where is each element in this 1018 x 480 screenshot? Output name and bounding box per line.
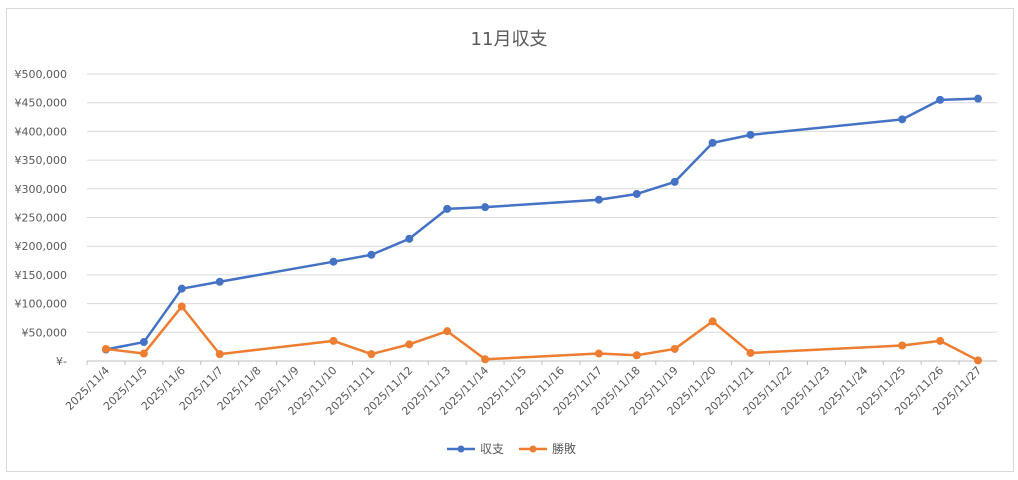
data-point — [329, 257, 338, 266]
data-point — [898, 341, 907, 350]
legend-item-2: 勝敗 — [519, 441, 576, 456]
data-point — [443, 327, 452, 336]
data-point — [936, 95, 945, 104]
data-point — [974, 356, 983, 365]
y-tick-label: ¥300,000 — [15, 183, 68, 196]
y-tick-label: ¥350,000 — [15, 154, 68, 167]
data-point — [632, 189, 641, 198]
data-point — [367, 350, 376, 359]
y-tick-label: ¥500,000 — [15, 68, 68, 81]
data-point — [215, 350, 224, 359]
series-line-2 — [105, 305, 979, 362]
data-point — [974, 94, 983, 103]
y-tick-label: ¥150,000 — [15, 269, 68, 282]
legend-label: 勝敗 — [552, 441, 576, 456]
legend-marker — [457, 445, 465, 453]
legend-marker — [529, 445, 537, 453]
y-tick-label: ¥450,000 — [15, 97, 68, 110]
data-point — [670, 344, 679, 353]
data-point — [898, 115, 907, 124]
line-chart: 11月収支 ¥- ¥50,000 ¥100,000 ¥150,000 ¥200,000 ¥… — [15, 29, 997, 456]
data-point — [139, 349, 148, 358]
y-tick-label: ¥50,000 — [22, 326, 68, 339]
y-tick-label: ¥200,000 — [15, 240, 68, 253]
y-tick-label: ¥100,000 — [15, 298, 68, 311]
legend-item-1: 収支 — [447, 442, 504, 456]
data-point — [101, 344, 110, 353]
data-point — [936, 336, 945, 345]
y-tick-label: ¥250,000 — [15, 212, 68, 225]
data-point — [594, 195, 603, 204]
data-point — [177, 284, 186, 293]
data-point — [746, 130, 755, 139]
data-point — [329, 336, 338, 345]
chart-area: 11月収支 ¥- ¥50,000 ¥100,000 ¥150,000 ¥200,000 ¥… — [6, 8, 1014, 472]
data-point — [670, 177, 679, 186]
data-point — [708, 138, 717, 147]
legend-label: 収支 — [480, 442, 504, 456]
data-point — [708, 317, 717, 326]
y-tick-label: ¥400,000 — [15, 125, 68, 138]
data-point — [139, 338, 148, 347]
data-point — [405, 234, 414, 243]
data-point — [177, 302, 186, 311]
chart-title: 11月収支 — [471, 29, 548, 50]
data-point — [481, 203, 490, 212]
data-point — [215, 277, 224, 286]
data-point — [443, 204, 452, 213]
y-tick-label: ¥- — [56, 355, 67, 368]
series-line-1 — [105, 97, 979, 351]
data-point — [594, 349, 603, 358]
data-point — [746, 348, 755, 357]
data-point — [481, 355, 490, 364]
data-point — [405, 340, 414, 349]
data-point — [632, 351, 641, 360]
data-point — [367, 250, 376, 259]
